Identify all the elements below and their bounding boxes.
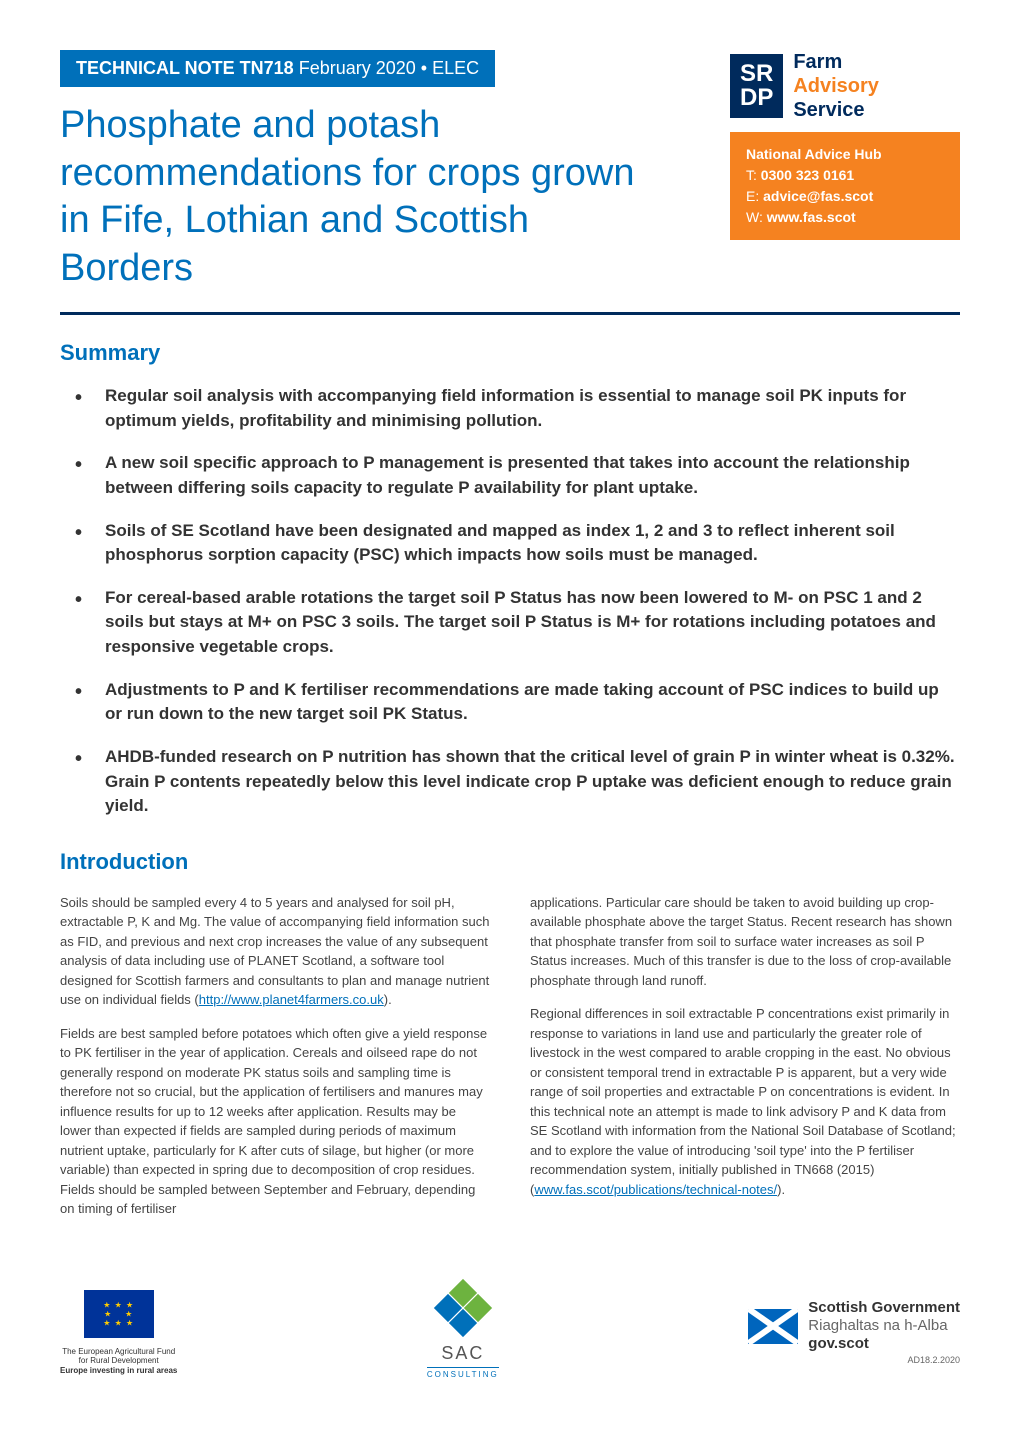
sac-diamond-icon <box>433 1283 493 1333</box>
scot-gov-text: Scottish Government Riaghaltas na h-Alba… <box>808 1299 960 1353</box>
intro-paragraph: Regional differences in soil extractable… <box>530 1004 960 1199</box>
document-title: Phosphate and potash recommendations for… <box>60 102 660 292</box>
sac-subtitle: CONSULTING <box>427 1367 499 1379</box>
header-right: SRDP Farm Advisory Service National Advi… <box>730 50 960 240</box>
eu-caption: The European Agricultural Fund for Rural… <box>60 1347 177 1376</box>
summary-item: For cereal-based arable rotations the ta… <box>85 586 960 660</box>
hub-telephone: T: 0300 323 0161 <box>746 165 944 186</box>
introduction-section: Introduction Soils should be sampled eve… <box>60 849 960 1233</box>
eu-stars-icon: ★ ★ ★★ ★★ ★ ★ <box>103 1300 134 1327</box>
tech-note-code: TECHNICAL NOTE TN718 <box>76 58 294 78</box>
intro-columns: Soils should be sampled every 4 to 5 yea… <box>60 893 960 1233</box>
header-top-row: TECHNICAL NOTE TN718 February 2020 • ELE… <box>60 50 960 292</box>
tech-note-date: February 2020 • ELEC <box>294 58 479 78</box>
hub-title: National Advice Hub <box>746 144 944 165</box>
scot-gov-logo: Scottish Government Riaghaltas na h-Alba… <box>748 1299 960 1353</box>
hub-website: W: www.fas.scot <box>746 207 944 228</box>
intro-paragraph: Soils should be sampled every 4 to 5 yea… <box>60 893 490 1010</box>
intro-paragraph: applications. Particular care should be … <box>530 893 960 991</box>
summary-heading: Summary <box>60 340 960 366</box>
summary-item: Adjustments to P and K fertiliser recomm… <box>85 678 960 727</box>
document-reference: AD18.2.2020 <box>748 1355 960 1365</box>
eu-logo-block: ★ ★ ★★ ★★ ★ ★ The European Agricultural … <box>60 1290 177 1376</box>
saltire-icon <box>748 1309 798 1344</box>
summary-item: A new soil specific approach to P manage… <box>85 451 960 500</box>
hub-email: E: advice@fas.scot <box>746 186 944 207</box>
fas-word-farm: Farm <box>793 51 842 73</box>
summary-section: Summary Regular soil analysis with accom… <box>60 340 960 819</box>
eu-flag-icon: ★ ★ ★★ ★★ ★ ★ <box>84 1290 154 1338</box>
footer: ★ ★ ★★ ★★ ★ ★ The European Agricultural … <box>60 1283 960 1382</box>
fas-word-advisory: Advisory <box>793 75 879 97</box>
srdp-fas-logo: SRDP Farm Advisory Service <box>730 50 960 122</box>
document-header: TECHNICAL NOTE TN718 February 2020 • ELE… <box>60 50 960 292</box>
intro-paragraph: Fields are best sampled before potatoes … <box>60 1024 490 1219</box>
intro-column-left: Soils should be sampled every 4 to 5 yea… <box>60 893 490 1233</box>
fas-link[interactable]: www.fas.scot/publications/technical-note… <box>534 1182 777 1197</box>
srdp-box-icon: SRDP <box>730 54 783 118</box>
fas-word-service: Service <box>793 99 864 121</box>
summary-item: AHDB-funded research on P nutrition has … <box>85 745 960 819</box>
technical-note-bar: TECHNICAL NOTE TN718 February 2020 • ELE… <box>60 50 495 87</box>
header-left: TECHNICAL NOTE TN718 February 2020 • ELE… <box>60 50 710 292</box>
planet-link[interactable]: http://www.planet4farmers.co.uk <box>199 992 384 1007</box>
header-divider <box>60 312 960 315</box>
advice-hub-box: National Advice Hub T: 0300 323 0161 E: … <box>730 132 960 240</box>
introduction-heading: Introduction <box>60 849 960 875</box>
sac-name: SAC <box>427 1343 499 1364</box>
intro-column-right: applications. Particular care should be … <box>530 893 960 1233</box>
summary-list: Regular soil analysis with accompanying … <box>60 384 960 819</box>
summary-item: Regular soil analysis with accompanying … <box>85 384 960 433</box>
sac-logo-block: SAC CONSULTING <box>427 1283 499 1382</box>
scot-gov-block: Scottish Government Riaghaltas na h-Alba… <box>748 1299 960 1365</box>
summary-item: Soils of SE Scotland have been designate… <box>85 519 960 568</box>
fas-logo-text: Farm Advisory Service <box>793 50 879 122</box>
